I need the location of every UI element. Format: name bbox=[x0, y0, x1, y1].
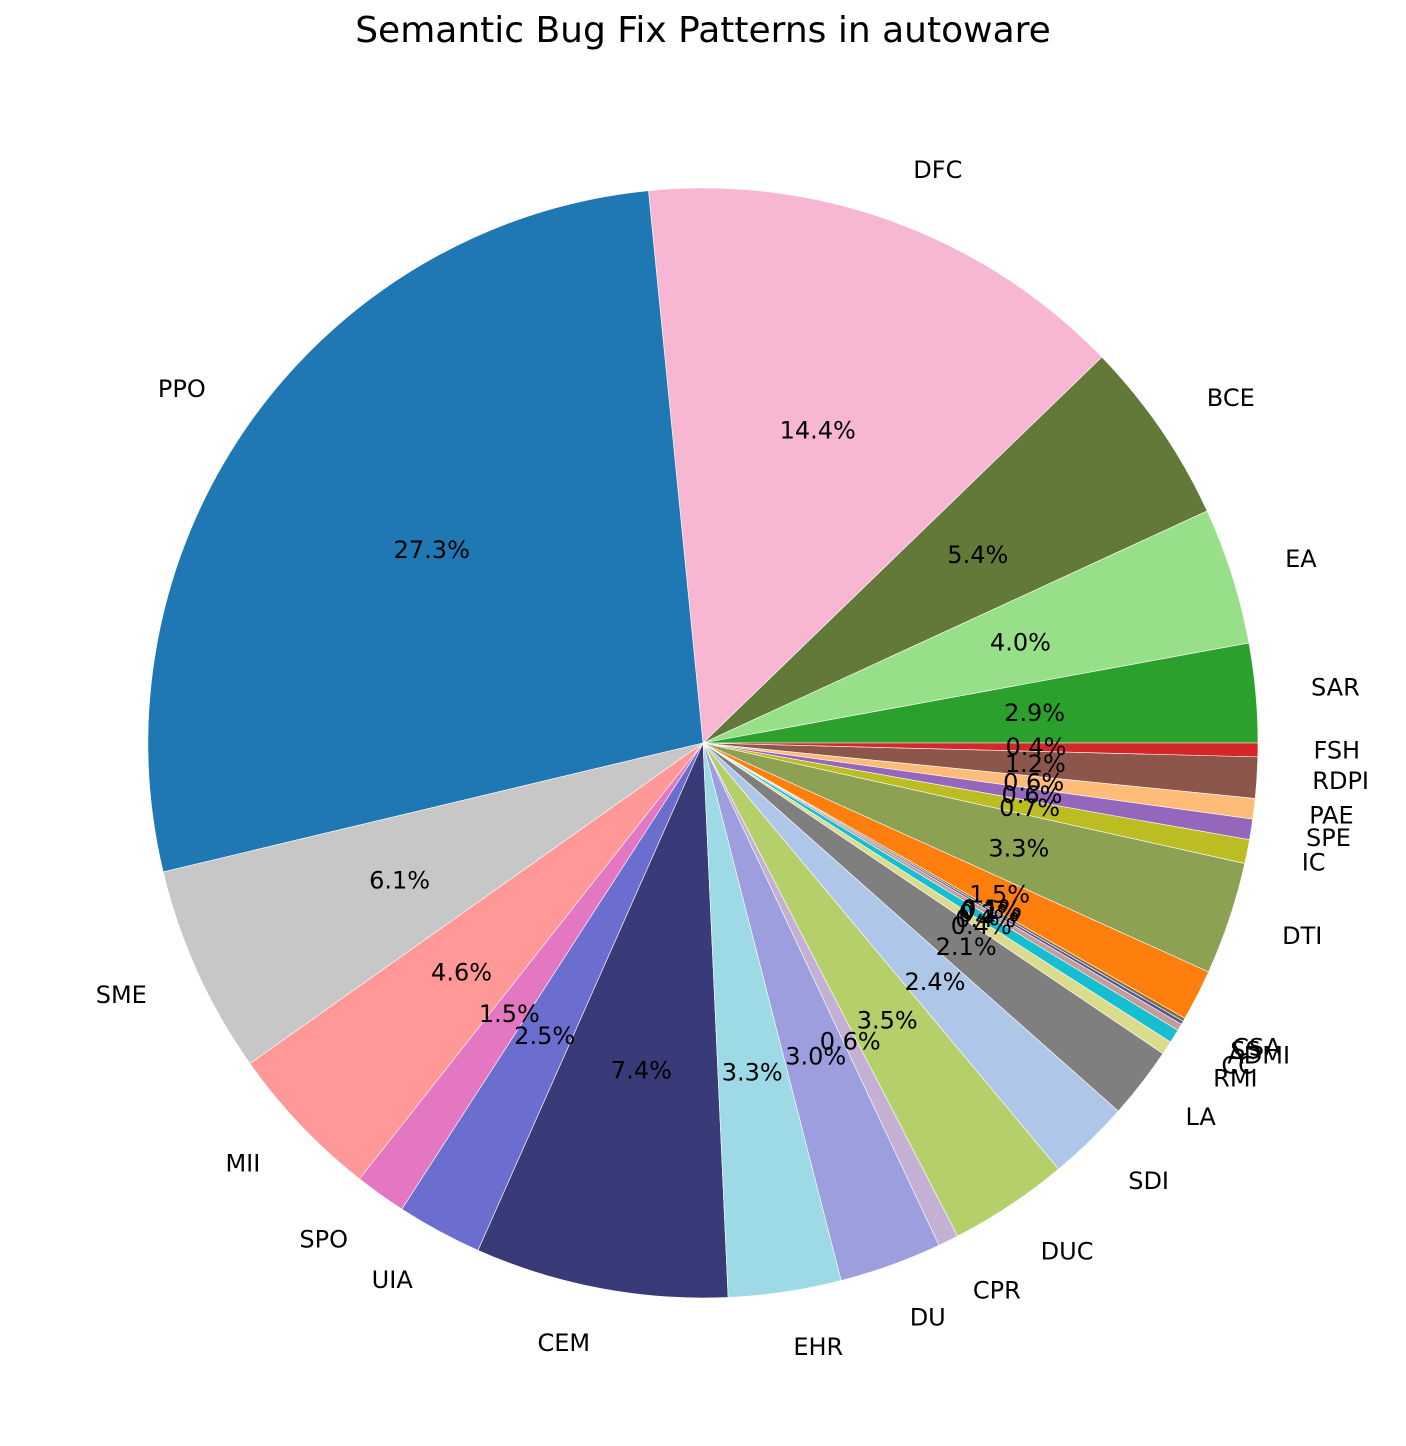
chart-title: Semantic Bug Fix Patterns in autoware bbox=[355, 10, 1051, 51]
slice-label-bce: BCE bbox=[1207, 384, 1255, 412]
slice-label-ppo: PPO bbox=[158, 375, 206, 403]
percent-label-dti: 3.3% bbox=[988, 834, 1049, 862]
slice-label-dti: DTI bbox=[1282, 922, 1322, 950]
percent-label-sme: 6.1% bbox=[369, 866, 430, 894]
slice-label-du: DU bbox=[910, 1303, 946, 1331]
slice-label-sar: SAR bbox=[1311, 674, 1360, 702]
percent-label-pae: 0.6% bbox=[1003, 768, 1064, 796]
slice-label-rdpi: RDPI bbox=[1312, 767, 1369, 795]
percent-label-ea: 4.0% bbox=[990, 629, 1051, 657]
pie-slice-dfc bbox=[648, 187, 1103, 744]
slice-label-uia: UIA bbox=[372, 1266, 414, 1294]
slice-label-cem: CEM bbox=[537, 1329, 590, 1357]
percent-label-ic: 0.7% bbox=[999, 794, 1060, 822]
pie-slice-fsh bbox=[702, 742, 1259, 758]
percent-label-unlabeled: 1.5% bbox=[969, 880, 1030, 908]
slice-label-fsh: FSH bbox=[1313, 737, 1360, 765]
percent-label-rmi: 0.4% bbox=[951, 912, 1012, 940]
pie-slice-sme bbox=[162, 742, 704, 1064]
slice-label-mii: MII bbox=[225, 1149, 260, 1177]
percent-label-cpr: 0.6% bbox=[820, 1028, 881, 1056]
slice-label-pae: PAE bbox=[1309, 801, 1354, 829]
percent-label-fsh: 0.4% bbox=[1005, 733, 1066, 761]
slice-label-sme: SME bbox=[96, 981, 147, 1009]
slice-label-spo: SPO bbox=[299, 1226, 348, 1254]
percent-label-rdpi: 1.2% bbox=[1005, 750, 1066, 778]
pie-slice-bce bbox=[702, 356, 1208, 744]
percent-label-cem: 7.4% bbox=[611, 1056, 672, 1084]
percent-label-duc: 3.5% bbox=[857, 1006, 918, 1034]
slice-label-sdi: SDI bbox=[1128, 1167, 1169, 1195]
percent-label-spo: 1.5% bbox=[479, 1000, 540, 1028]
percent-label-sar: 2.9% bbox=[1004, 699, 1065, 727]
percent-label-ehr: 3.3% bbox=[722, 1058, 783, 1086]
percent-label-du: 3.0% bbox=[785, 1042, 846, 1070]
slice-labels: SAR EA BCE DFC PPO SME MII SPO UIA CEM EHR DU CPR DUC… bbox=[96, 156, 1369, 1361]
slice-label-dfc: DFC bbox=[913, 156, 962, 184]
pie-slices bbox=[147, 187, 1259, 1299]
pie-slice-cem bbox=[477, 742, 729, 1299]
percent-labels: 2.9%4.0%5.4%14.4%27.3%6.1%4.6%1.5%2.5%7.… bbox=[369, 416, 1066, 1086]
slice-label-ehr: EHR bbox=[793, 1333, 843, 1361]
percent-label-dfc: 14.4% bbox=[780, 416, 856, 444]
percent-label-cc: 0.4% bbox=[955, 905, 1016, 933]
percent-label-bce: 5.4% bbox=[947, 541, 1008, 569]
slice-label-ea: EA bbox=[1285, 545, 1317, 573]
percent-label-csa: 0.1% bbox=[961, 895, 1022, 923]
slice-label-ss: SS bbox=[1230, 1037, 1260, 1065]
slice-label-duc: DUC bbox=[1041, 1238, 1094, 1266]
slice-label-cc: CC bbox=[1221, 1051, 1255, 1079]
pie-slice-ppo bbox=[147, 190, 704, 873]
percent-label-ppo: 27.3% bbox=[394, 536, 470, 564]
percent-label-ss: 0.1% bbox=[960, 897, 1021, 925]
slice-label-ic: IC bbox=[1302, 848, 1326, 876]
slice-label-rmi: RMI bbox=[1213, 1064, 1257, 1092]
percent-label-spe: 0.6% bbox=[1001, 781, 1062, 809]
percent-label-mii: 4.6% bbox=[431, 958, 492, 986]
percent-label-la: 2.1% bbox=[936, 933, 997, 961]
slice-label-cpr: CPR bbox=[973, 1277, 1021, 1305]
percent-label-uia: 2.5% bbox=[514, 1022, 575, 1050]
slice-label-admi: ADMI bbox=[1227, 1042, 1290, 1070]
slice-label-csa: CSA bbox=[1232, 1033, 1281, 1061]
slice-label-la: LA bbox=[1185, 1103, 1216, 1131]
pie-slice-mii bbox=[249, 742, 704, 1180]
slice-label-spe: SPE bbox=[1306, 824, 1351, 852]
percent-label-admi: 0.2% bbox=[959, 900, 1020, 928]
percent-label-sdi: 2.4% bbox=[904, 968, 965, 996]
